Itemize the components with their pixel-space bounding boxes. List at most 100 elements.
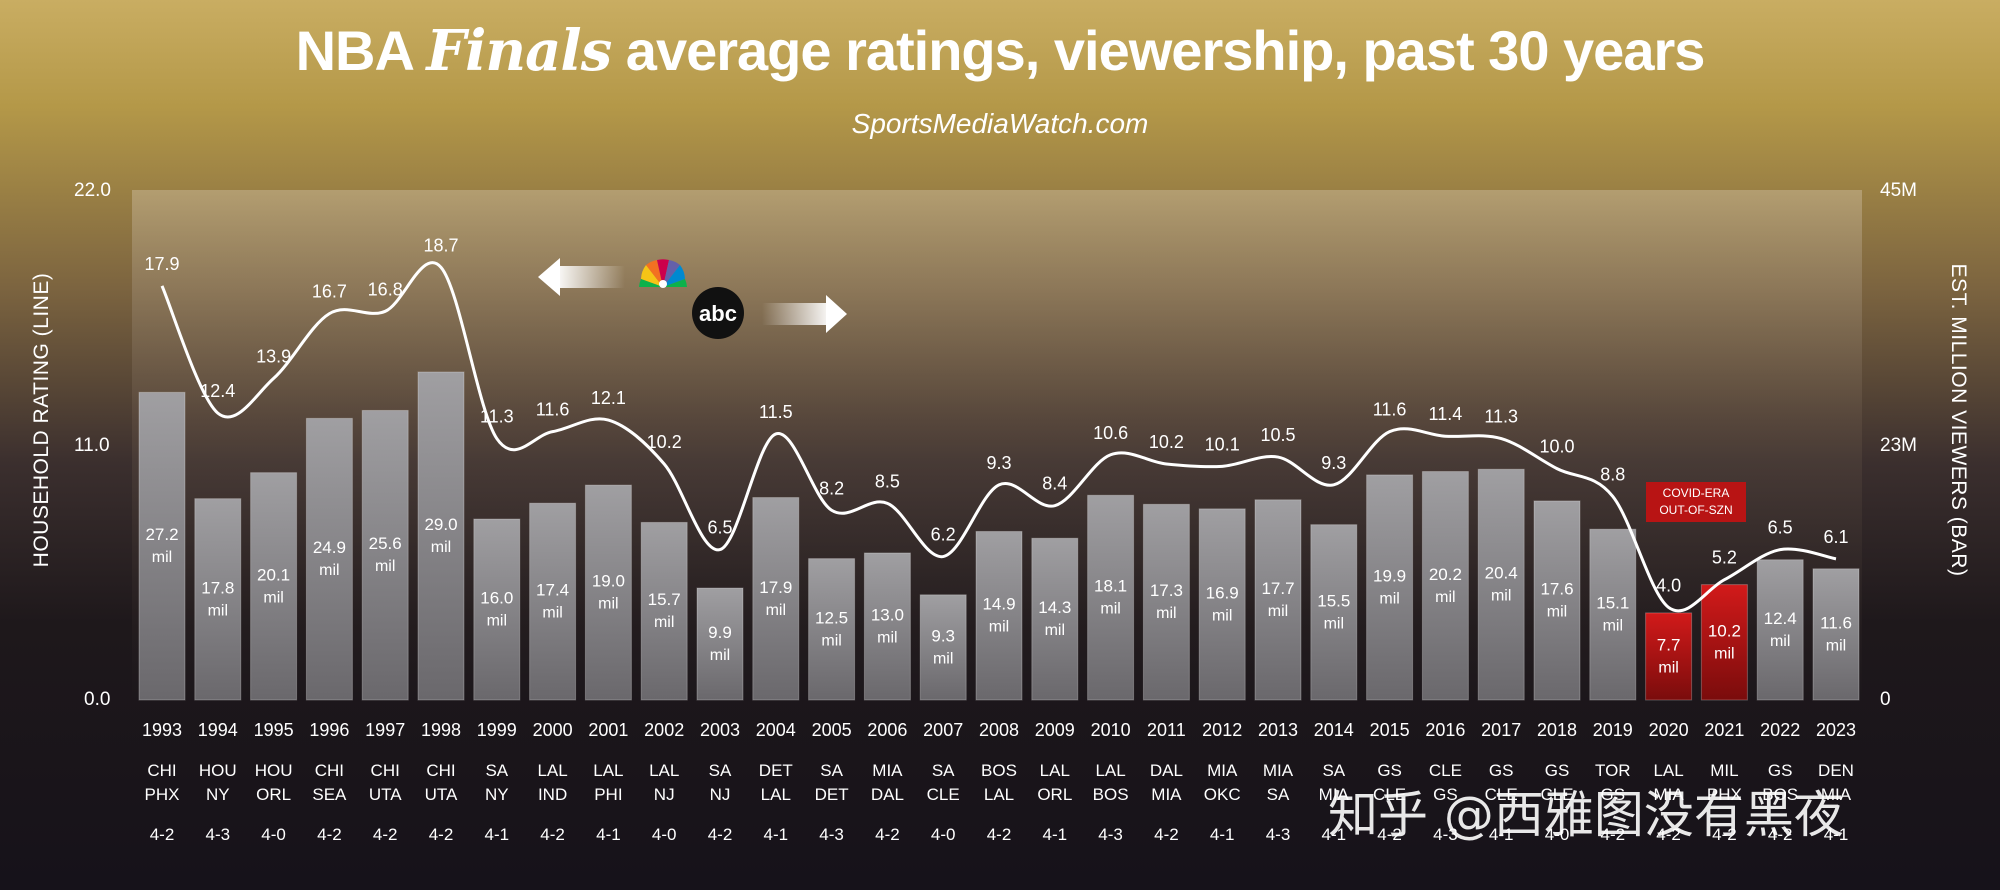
bar-value-label: 12.4 <box>1764 609 1797 628</box>
x-matchup-team1: HOU <box>255 761 293 780</box>
x-labels-layer: 1993 CHI PHX 4-2 1994 HOU NY 4-3 1995 HOU ORL 4-0 19… <box>142 720 1856 844</box>
bar-value-label: 27.2 <box>145 525 178 544</box>
x-series-result: 4-2 <box>373 825 398 844</box>
abc-logo: abc <box>692 287 744 339</box>
bar-unit-label: mil <box>933 650 953 667</box>
x-matchup-team2: MIA <box>1653 785 1684 804</box>
x-matchup-team1: SA <box>485 761 508 780</box>
bar-1994 <box>194 498 242 701</box>
x-matchup-team1: LAL <box>1095 761 1125 780</box>
x-matchup-team1: GS <box>1377 761 1402 780</box>
bar-unit-label: mil <box>1045 622 1065 639</box>
rating-label: 11.6 <box>1373 400 1407 420</box>
bar-value-label: 17.7 <box>1261 579 1294 598</box>
bar-unit-label: mil <box>1324 615 1344 632</box>
bar-value-label: 13.0 <box>871 605 904 624</box>
x-matchup-team2: ORL <box>1037 785 1072 804</box>
bar-value-label: 9.9 <box>708 623 732 642</box>
x-matchup-team1: GS <box>1545 761 1570 780</box>
rating-label: 8.5 <box>875 471 900 491</box>
x-matchup-team1: SA <box>932 761 955 780</box>
bar-value-label: 25.6 <box>369 534 402 553</box>
bar-unit-label: mil <box>1826 637 1846 654</box>
bar-2009 <box>1031 537 1079 701</box>
rating-label: 13.9 <box>256 346 291 366</box>
x-series-result: 4-3 <box>1098 825 1123 844</box>
bar-unit-label: mil <box>263 589 283 606</box>
bar-value-label: 18.1 <box>1094 577 1127 596</box>
rating-label: 10.6 <box>1093 423 1128 443</box>
x-matchup-team2: DAL <box>871 785 904 804</box>
x-matchup-team1: DEN <box>1818 761 1854 780</box>
bar-unit-label: mil <box>821 632 841 649</box>
bar-value-label: 16.9 <box>1206 583 1239 602</box>
bar-2004 <box>752 497 800 701</box>
x-matchup-team1: SA <box>820 761 843 780</box>
x-matchup-team2: PHX <box>145 785 180 804</box>
x-tick-year: 2009 <box>1035 720 1075 740</box>
x-matchup-team1: TOR <box>1595 761 1631 780</box>
bar-value-label: 14.9 <box>982 595 1015 614</box>
bar-value-label: 10.2 <box>1708 621 1741 640</box>
bar-unit-label: mil <box>542 605 562 622</box>
x-matchup-team2: PHI <box>594 785 622 804</box>
x-series-result: 4-2 <box>708 825 733 844</box>
bar-2006 <box>863 552 911 701</box>
x-matchup-team2: CLE <box>1373 785 1406 804</box>
rating-label: 16.7 <box>312 282 347 302</box>
x-matchup-team2: NJ <box>654 785 675 804</box>
title-part-nba: NBA <box>295 19 413 82</box>
bar-2002 <box>640 521 688 701</box>
x-matchup-team2: LAL <box>984 785 1014 804</box>
bar-2003 <box>696 587 744 701</box>
bar-unit-label: mil <box>487 613 507 630</box>
x-matchup-team2: UTA <box>369 785 402 804</box>
rating-label: 10.2 <box>1149 432 1184 452</box>
bar-2012 <box>1198 508 1246 701</box>
x-series-result: 4-1 <box>764 825 789 844</box>
x-series-result: 4-2 <box>1154 825 1179 844</box>
rating-label: 12.1 <box>591 388 626 408</box>
bar-unit-label: mil <box>152 549 172 566</box>
nbc-peacock-icon <box>639 259 687 288</box>
x-matchup-team2: NY <box>206 785 230 804</box>
bar-2017 <box>1477 468 1525 701</box>
x-matchup-team2: GS <box>1601 785 1626 804</box>
bar-2010 <box>1087 494 1135 701</box>
bar-2019 <box>1589 528 1637 701</box>
x-series-result: 4-2 <box>1377 825 1402 844</box>
x-matchup-team2: IND <box>538 785 567 804</box>
x-series-result: 4-1 <box>596 825 621 844</box>
rating-label: 9.3 <box>1321 453 1346 473</box>
bar-unit-label: mil <box>1100 601 1120 618</box>
x-series-result: 4-1 <box>485 825 510 844</box>
x-matchup-team1: DAL <box>1150 761 1183 780</box>
x-matchup-team2: ORL <box>256 785 291 804</box>
x-matchup-team1: CHI <box>426 761 455 780</box>
x-series-result: 4-3 <box>206 825 231 844</box>
rating-label: 10.1 <box>1205 434 1240 454</box>
x-tick-year: 2020 <box>1649 720 1689 740</box>
bar-value-label: 19.0 <box>592 572 625 591</box>
x-series-result: 4-2 <box>429 825 454 844</box>
bar-value-label: 7.7 <box>1657 635 1681 654</box>
x-matchup-team2: DET <box>815 785 849 804</box>
x-tick-year: 2023 <box>1816 720 1856 740</box>
x-matchup-team2: CLE <box>1540 785 1573 804</box>
rating-label: 11.3 <box>480 407 514 427</box>
bar-value-label: 16.0 <box>480 589 513 608</box>
rating-label: 17.9 <box>144 254 179 274</box>
left-tick-mid: 11.0 <box>74 435 110 456</box>
bar-unit-label: mil <box>1491 588 1511 605</box>
rating-label: 6.1 <box>1823 527 1848 547</box>
subtitle: SportsMediaWatch.com <box>851 108 1149 139</box>
x-matchup-team1: LAL <box>1653 761 1683 780</box>
x-matchup-team1: SA <box>709 761 732 780</box>
bar-1999 <box>473 518 521 701</box>
left-tick-bottom: 0.0 <box>84 689 111 710</box>
x-matchup-team1: HOU <box>199 761 237 780</box>
x-matchup-team2: CLE <box>927 785 960 804</box>
x-matchup-team1: MIA <box>872 761 903 780</box>
right-tick-bottom: 0 <box>1880 689 1891 710</box>
